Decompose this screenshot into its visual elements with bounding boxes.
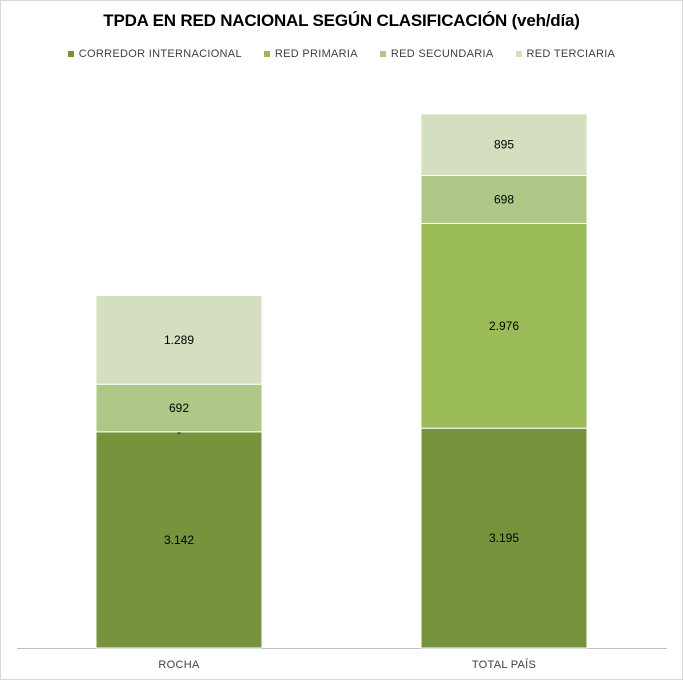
legend-swatch [263,51,270,57]
chart-title: TPDA EN RED NACIONAL SEGÚN CLASIFICACIÓN… [103,11,580,30]
legend-swatch [379,51,386,57]
legend-swatch [67,51,74,57]
data-label: 698 [494,192,514,206]
category-label: TOTAL PAÍS [472,658,536,671]
data-label: 2.976 [489,319,519,333]
legend-item: RED TERCIARIA [515,48,616,60]
legend-item: RED SECUNDARIA [379,48,494,60]
legend-label: RED SECUNDARIA [390,48,494,60]
bar-segment [420,113,588,176]
bar-segment [95,295,263,385]
legend-item: CORREDOR INTERNACIONAL [67,48,242,60]
bar-segment [95,383,263,433]
bar-segment [420,222,588,429]
data-label: 3.195 [489,531,519,545]
data-label: 692 [169,401,189,415]
legend-label: RED PRIMARIA [274,48,358,60]
data-label: 895 [494,138,514,152]
legend-swatch [515,51,522,57]
data-label: 3.142 [164,533,194,547]
legend-label: CORREDOR INTERNACIONAL [78,48,242,60]
bar-segment [95,431,263,649]
legend-label: RED TERCIARIA [526,48,616,60]
data-label: 1.289 [164,333,194,347]
category-label: ROCHA [158,659,200,671]
legend-item: RED PRIMARIA [263,48,358,60]
legend: CORREDOR INTERNACIONAL RED PRIMARIA RED SE… [1,48,682,60]
bar-segment [420,427,588,649]
